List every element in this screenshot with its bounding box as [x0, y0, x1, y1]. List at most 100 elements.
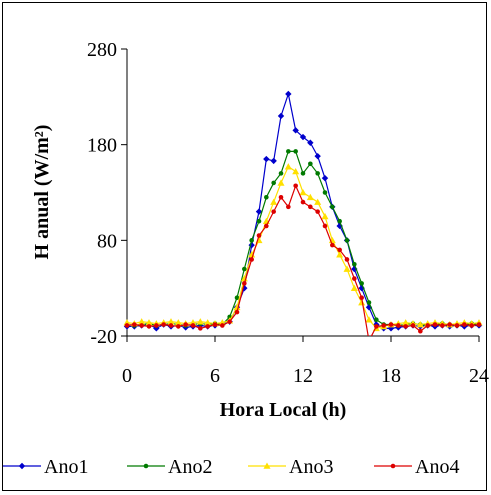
legend-label: Ano2	[168, 456, 212, 478]
data-point	[336, 222, 343, 230]
data-point	[168, 323, 174, 328]
data-point	[123, 319, 131, 326]
data-point	[402, 319, 410, 326]
data-point	[286, 149, 291, 154]
data-point	[248, 241, 255, 249]
data-point	[204, 319, 212, 326]
data-point	[256, 218, 262, 224]
data-point	[249, 238, 254, 243]
legend-marker	[143, 463, 149, 469]
data-point	[416, 321, 424, 328]
data-point	[256, 233, 262, 238]
legend-label: Ano1	[44, 456, 88, 478]
data-point	[293, 149, 298, 154]
data-point	[330, 242, 335, 248]
data-point	[352, 261, 357, 267]
legend-item-ano3: Ano3	[248, 456, 333, 478]
data-point	[307, 139, 314, 146]
data-point	[374, 324, 379, 329]
data-point	[300, 171, 306, 176]
y-axis-title: H anual (W/m²)	[31, 125, 53, 260]
legend: Ano1 Ano2 Ano3 Ano4	[3, 456, 459, 478]
data-point	[300, 199, 306, 205]
data-point	[308, 204, 313, 210]
legend-item-ano1: Ano1	[3, 456, 88, 478]
data-point	[233, 303, 241, 311]
data-point	[425, 323, 430, 328]
data-point	[321, 174, 329, 182]
data-point	[176, 324, 181, 329]
data-point	[218, 319, 226, 326]
data-point	[183, 322, 188, 327]
data-point	[292, 167, 300, 175]
y-tick-label: -20	[90, 326, 117, 348]
data-point	[344, 238, 350, 243]
data-point	[249, 257, 254, 262]
data-point	[278, 194, 284, 200]
x-tick-label: 6	[210, 365, 220, 387]
data-point	[306, 193, 314, 201]
data-point	[476, 322, 482, 327]
data-point	[374, 317, 379, 323]
data-point	[366, 300, 372, 305]
data-point	[264, 223, 269, 229]
legend-marker	[18, 462, 26, 470]
data-point	[381, 323, 386, 328]
data-point	[161, 322, 166, 327]
data-point	[336, 251, 344, 258]
data-point	[124, 323, 130, 328]
data-point	[367, 338, 372, 343]
data-point	[270, 198, 278, 205]
data-point	[454, 323, 460, 328]
series-line	[127, 91, 479, 330]
series-line	[126, 184, 480, 336]
data-point	[146, 324, 152, 329]
x-tick-label: 24	[469, 365, 489, 387]
data-point	[167, 318, 175, 325]
data-point	[190, 323, 196, 328]
data-point	[299, 189, 307, 196]
data-point	[447, 322, 452, 327]
legend-item-ano2: Ano2	[127, 456, 212, 478]
data-point	[440, 323, 445, 328]
data-point	[189, 319, 197, 326]
legend-marker	[263, 462, 271, 469]
y-tick-label: 80	[97, 230, 117, 252]
data-point	[322, 223, 328, 229]
data-point	[242, 281, 247, 286]
data-point	[138, 318, 146, 325]
data-point	[292, 127, 299, 134]
data-point	[284, 163, 292, 170]
data-point	[403, 324, 408, 329]
data-point	[271, 180, 276, 186]
data-point	[277, 112, 285, 120]
legend-label: Ano3	[289, 456, 333, 478]
data-point	[396, 323, 401, 328]
data-point	[293, 183, 298, 189]
data-point	[343, 265, 351, 272]
series-ano3	[123, 163, 483, 332]
data-point	[285, 90, 292, 98]
data-point	[314, 152, 321, 160]
data-point	[271, 209, 276, 214]
data-point	[315, 209, 320, 214]
data-point	[321, 212, 329, 220]
data-point	[315, 171, 320, 176]
data-point	[469, 323, 474, 328]
data-point	[365, 316, 373, 323]
data-point	[227, 319, 232, 324]
data-point	[220, 323, 225, 328]
data-point	[286, 204, 291, 210]
data-point	[432, 322, 438, 327]
data-point	[277, 179, 285, 186]
data-point	[198, 326, 203, 331]
chart-axes	[121, 48, 480, 342]
data-point	[270, 157, 277, 165]
legend-marker	[390, 463, 396, 469]
data-point	[358, 299, 366, 306]
x-axis-title: Hora Local (h)	[220, 399, 347, 421]
x-tick-label: 12	[293, 365, 313, 387]
data-point	[139, 323, 144, 328]
legend-item-ano4: Ano4	[374, 456, 459, 478]
